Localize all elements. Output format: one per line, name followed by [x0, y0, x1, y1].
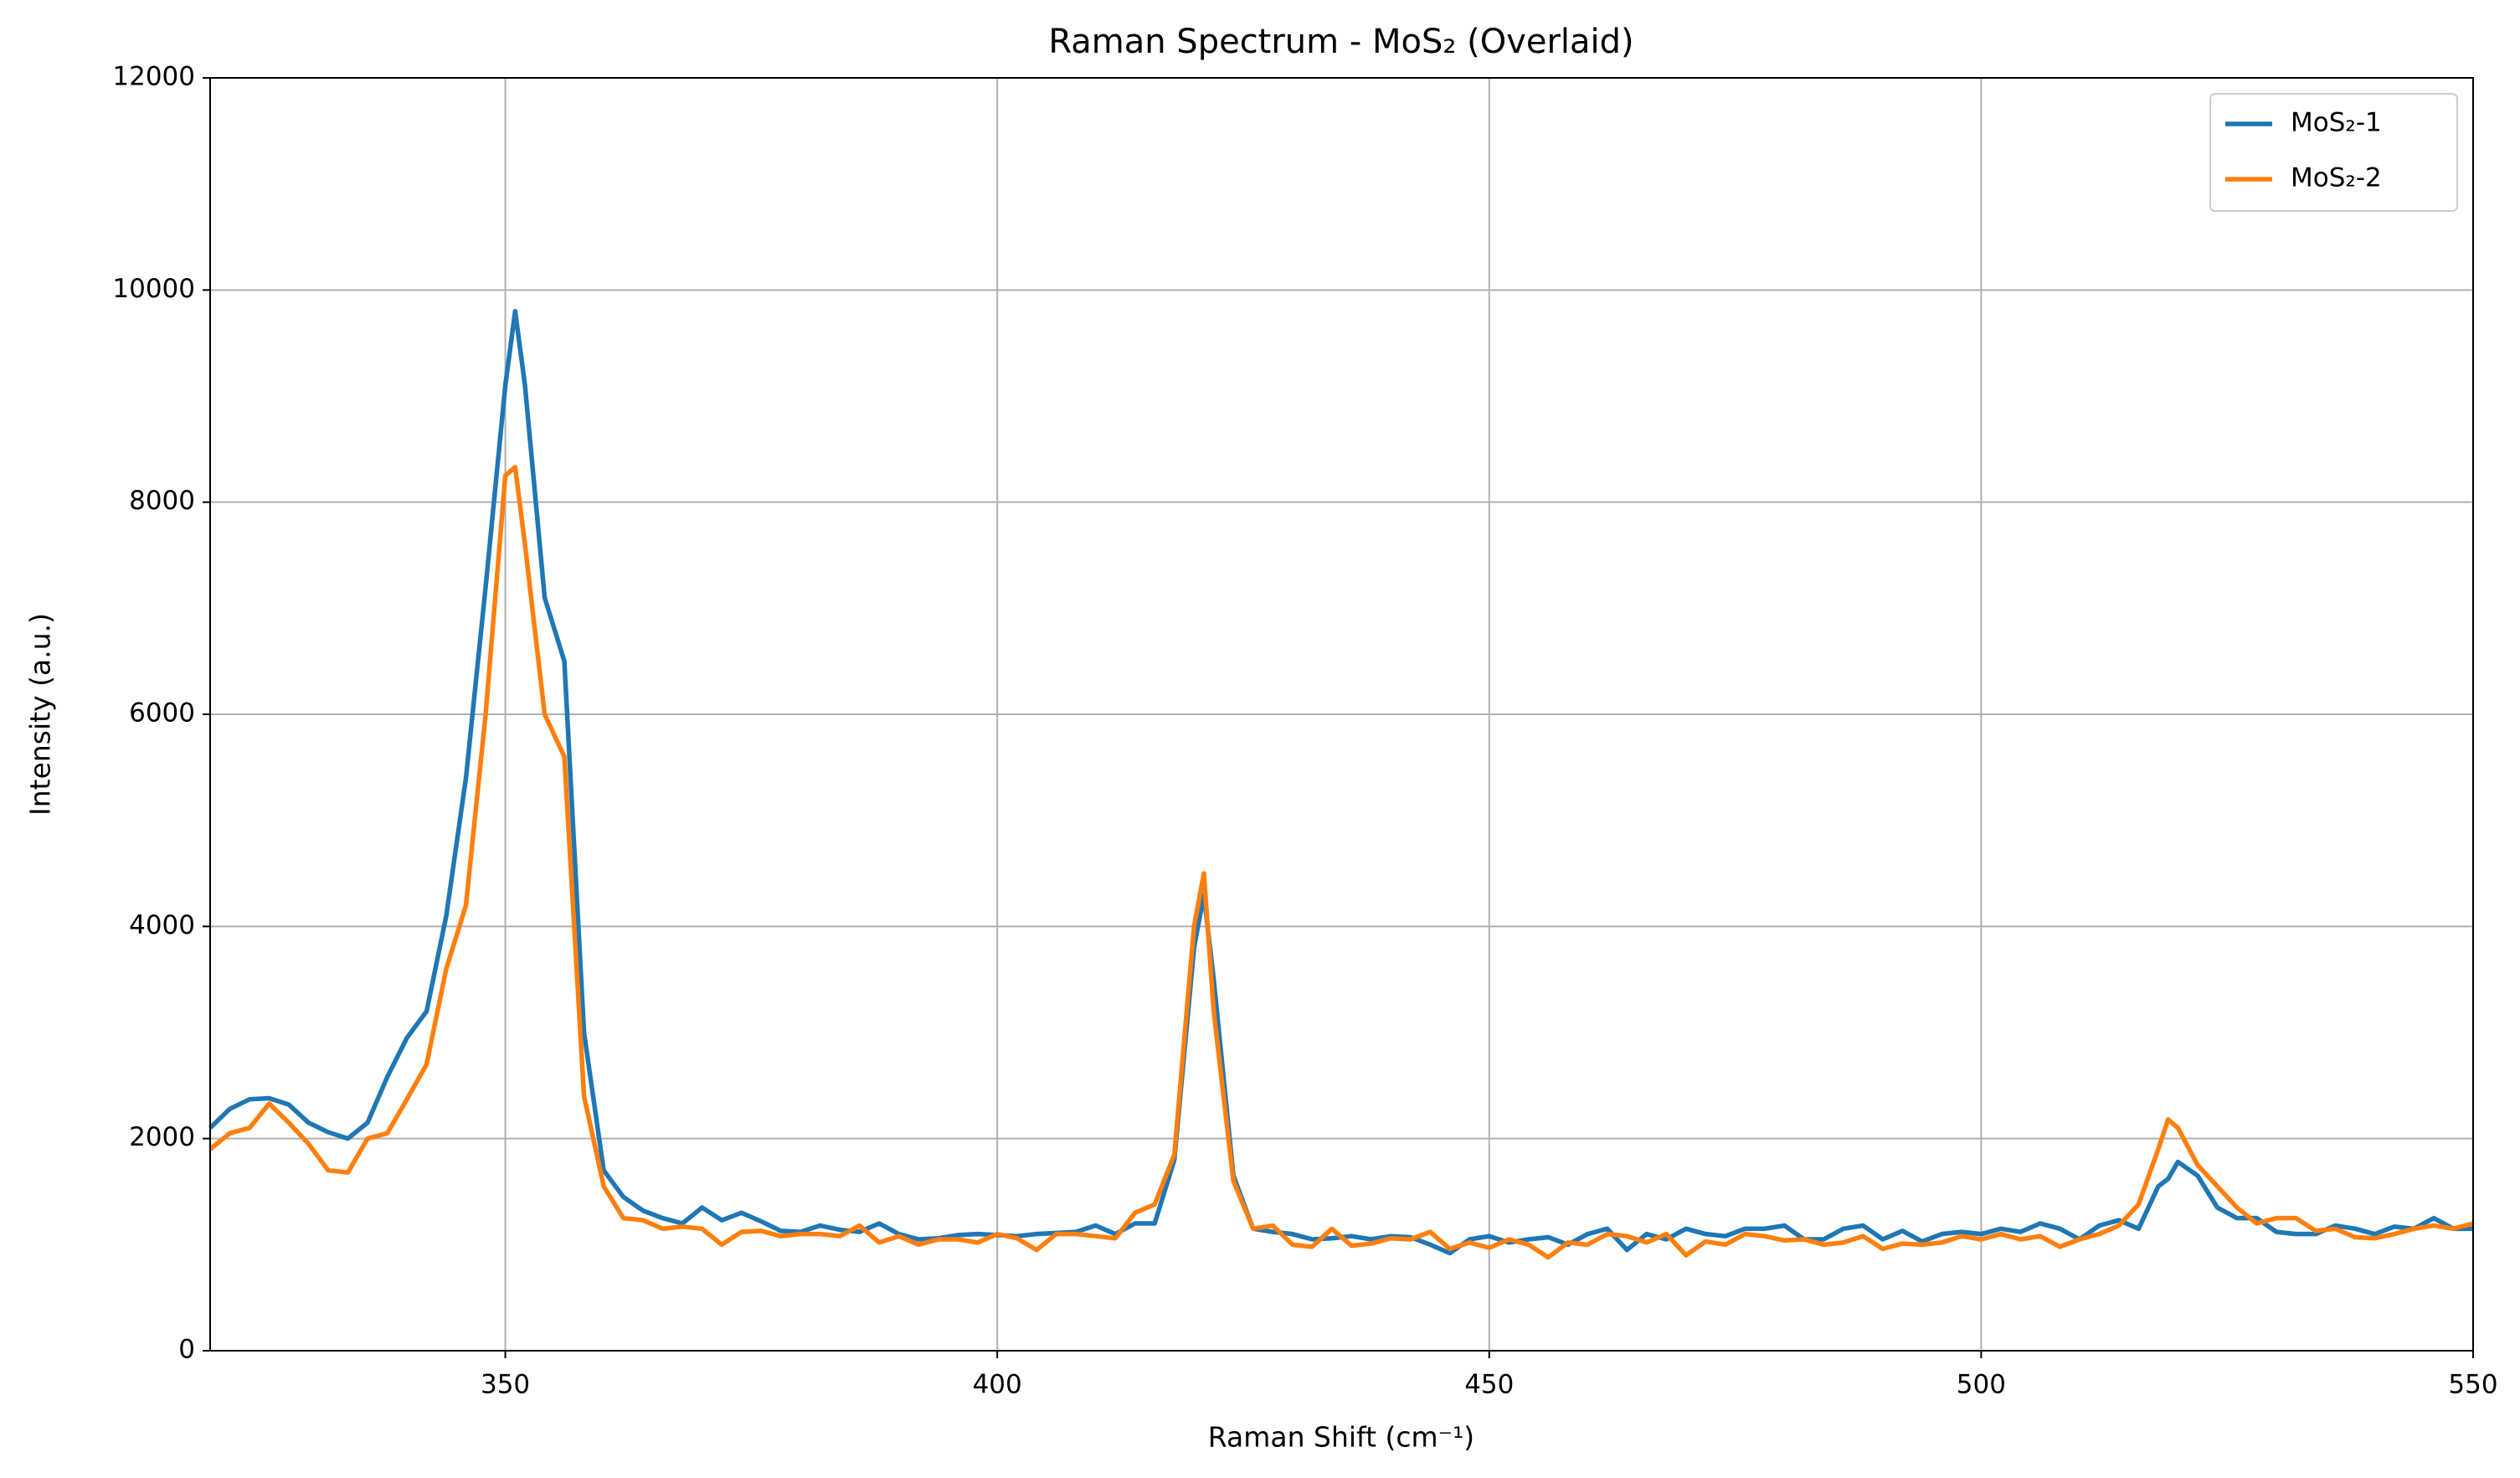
x-tick-label: 550 [2448, 1370, 2497, 1400]
y-tick-label: 2000 [129, 1122, 195, 1152]
y-tick-label: 10000 [112, 274, 195, 304]
legend: MoS₂-1 MoS₂-2 [2209, 93, 2458, 212]
series-line [208, 308, 2473, 1256]
x-axis-label: Raman Shift (cm⁻¹) [1208, 1421, 1474, 1454]
y-tick-label: 0 [178, 1335, 195, 1365]
y-tick-label: 12000 [112, 62, 195, 92]
legend-label: MoS₂-2 [2291, 163, 2382, 193]
series-line [208, 465, 2474, 1260]
y-tick-label: 4000 [129, 910, 195, 940]
x-tick-label: 400 [973, 1370, 1022, 1400]
chart-title: Raman Spectrum - MoS₂ (Overlaid) [1048, 23, 1633, 61]
y-axis-label: Intensity (a.u.) [24, 613, 57, 816]
y-tick-label: 8000 [129, 486, 195, 516]
legend-label: MoS₂-1 [2291, 108, 2382, 138]
x-tick-label: 450 [1464, 1370, 1514, 1400]
y-tick-label: 6000 [129, 698, 195, 729]
x-tick-label: 500 [1957, 1370, 2006, 1400]
plot-frame [209, 77, 2474, 1352]
x-tick-label: 350 [481, 1370, 530, 1400]
